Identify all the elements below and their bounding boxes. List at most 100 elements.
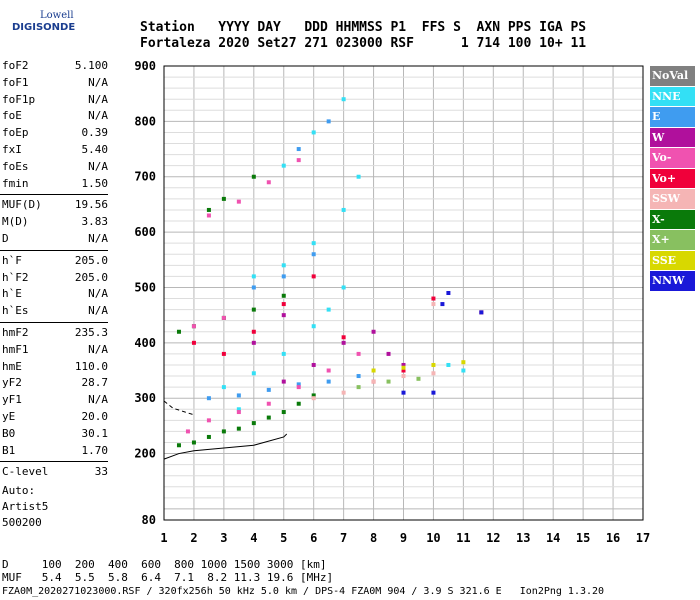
data-point <box>446 362 451 367</box>
param-name: fmin <box>2 176 29 190</box>
data-point <box>251 307 256 312</box>
x-tick-label: 2 <box>190 531 197 545</box>
data-point <box>266 387 271 392</box>
param-separator <box>0 461 108 463</box>
x-tick-label: 12 <box>486 531 500 545</box>
data-point <box>296 158 301 163</box>
autoscaling-info: Auto: Artist5 500200 <box>2 483 48 531</box>
x-tick-label: 1 <box>160 531 167 545</box>
digisonde-logo: Lowell DIGISONDE <box>0 0 75 40</box>
param-name: fxI <box>2 142 22 156</box>
param-name: foF2 <box>2 59 29 72</box>
param-name: foEp <box>2 126 29 140</box>
data-point <box>401 362 406 367</box>
param-row: foF1p N/A <box>0 92 110 109</box>
data-point <box>176 329 181 334</box>
data-point <box>416 376 421 381</box>
param-row: B0 30.1 <box>0 426 110 443</box>
param-name: yE <box>2 409 16 423</box>
data-point <box>281 293 286 298</box>
y-tick-label: 80 <box>142 513 156 527</box>
x-tick-label: 17 <box>636 531 650 545</box>
data-point <box>296 147 301 152</box>
y-tick-label: 800 <box>134 114 156 128</box>
x-tick-label: 13 <box>516 531 530 545</box>
y-tick-label: 600 <box>134 225 156 239</box>
legend-item: W <box>650 127 695 147</box>
param-name: hmE <box>2 359 22 373</box>
data-point <box>341 285 346 290</box>
y-tick-label: 300 <box>134 391 156 405</box>
x-tick-label: 5 <box>280 531 287 545</box>
data-point <box>221 351 226 356</box>
data-point <box>185 429 190 434</box>
data-point <box>341 390 346 395</box>
param-row: fmin 1.50 <box>0 176 110 193</box>
legend-item: Vo- <box>650 148 695 168</box>
param-name: B1 <box>2 443 16 457</box>
param-row: C-level 33 <box>0 464 110 481</box>
param-value: 205.0 <box>74 270 108 284</box>
data-point <box>356 351 361 356</box>
data-point <box>356 174 361 179</box>
data-point <box>479 310 484 315</box>
header-row2: Fortaleza 2020 Set27 271 023000 RSF 1 71… <box>140 36 587 51</box>
param-value: N/A <box>88 304 108 318</box>
param-name: hmF1 <box>2 342 29 356</box>
param-value: 0.39 <box>81 126 109 140</box>
param-name: foE <box>2 109 22 123</box>
data-point <box>356 385 361 390</box>
y-tick-label: 700 <box>134 170 156 184</box>
x-tick-label: 8 <box>370 531 377 545</box>
param-name: D <box>2 231 9 245</box>
data-point <box>311 274 316 279</box>
data-point <box>221 315 226 320</box>
data-point <box>431 296 436 301</box>
data-point <box>206 418 211 423</box>
logo-line1: Lowell <box>40 10 74 21</box>
param-value: N/A <box>88 159 108 173</box>
data-point <box>326 379 331 384</box>
auto-algorithm: Artist5 <box>2 500 49 513</box>
x-tick-label: 9 <box>400 531 407 545</box>
param-separator <box>0 194 108 196</box>
param-row: foF2 5.100 <box>0 58 110 75</box>
data-point <box>281 263 286 268</box>
param-name: h`F2 <box>2 270 29 284</box>
data-point <box>236 410 241 415</box>
data-point <box>341 207 346 212</box>
data-point <box>371 368 376 373</box>
y-tick-label: 500 <box>134 280 156 294</box>
param-name: M(D) <box>2 215 29 229</box>
header-row1: Station YYYY DAY DDD HHMMSS P1 FFS S AXN… <box>140 20 587 35</box>
data-point <box>386 379 391 384</box>
data-point <box>251 285 256 290</box>
param-value: N/A <box>88 109 108 123</box>
data-point <box>446 291 451 295</box>
muf-table: D 100 200 400 600 800 1000 1500 3000 [km… <box>2 558 333 584</box>
param-value: N/A <box>88 287 108 301</box>
param-row: hmF1 N/A <box>0 342 110 359</box>
x-tick-label: 6 <box>310 531 317 545</box>
legend-item: E <box>650 107 695 127</box>
data-point <box>311 130 316 135</box>
param-row: foE N/A <box>0 108 110 125</box>
data-point <box>251 174 256 179</box>
data-point <box>326 119 331 124</box>
data-point <box>281 351 286 356</box>
param-name: foEs <box>2 159 29 173</box>
param-row: hmF2 235.3 <box>0 325 110 342</box>
param-value: 33 <box>94 465 108 479</box>
param-row: foEp 0.39 <box>0 125 110 142</box>
data-point <box>311 324 316 329</box>
x-tick-label: 4 <box>250 531 257 545</box>
x-tick-label: 11 <box>456 531 470 545</box>
data-point <box>371 379 376 384</box>
data-point <box>371 329 376 334</box>
data-point <box>386 351 391 356</box>
param-row: h`F 205.0 <box>0 253 110 270</box>
data-point <box>236 407 241 412</box>
legend-item: NNW <box>650 271 695 291</box>
x-tick-label: 16 <box>606 531 620 545</box>
param-name: foF1p <box>2 92 36 106</box>
